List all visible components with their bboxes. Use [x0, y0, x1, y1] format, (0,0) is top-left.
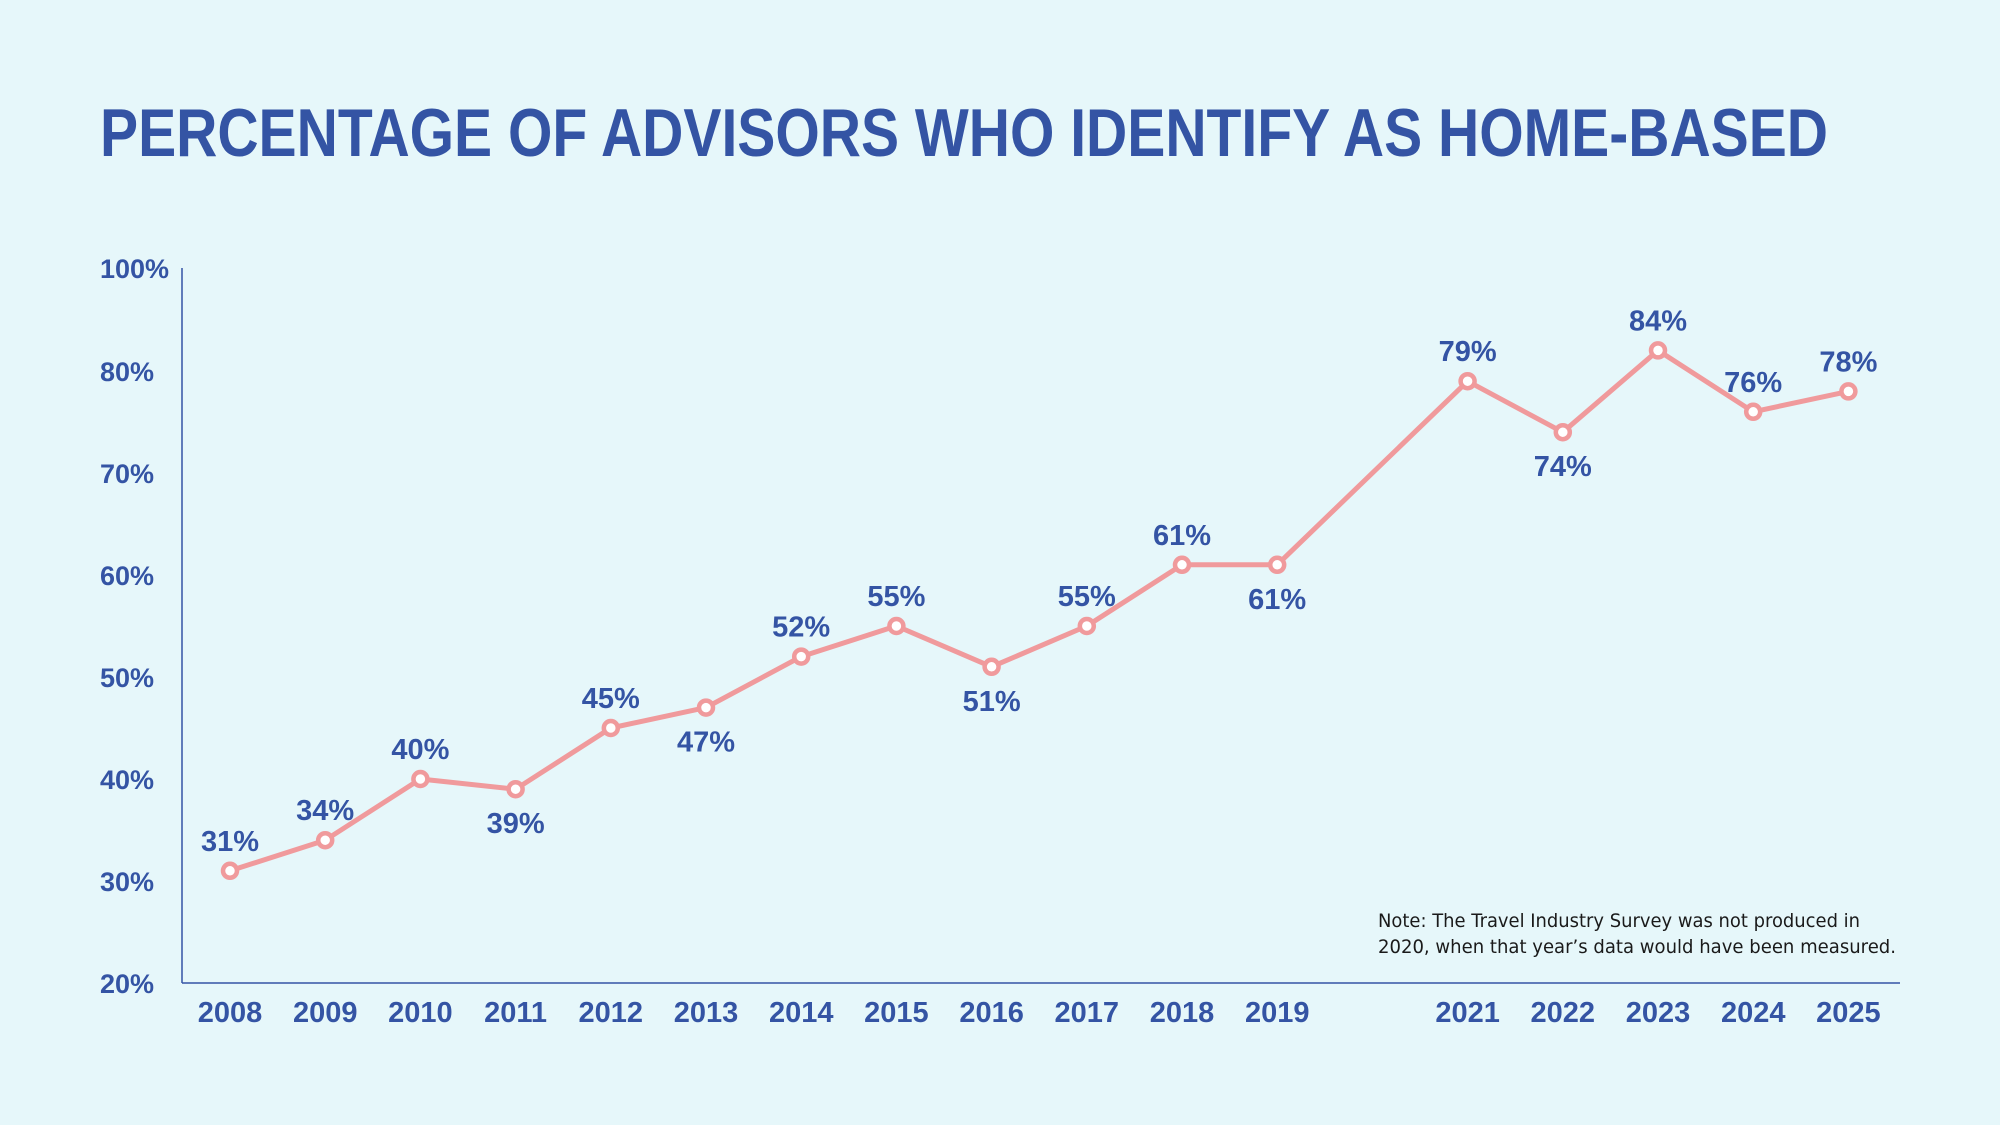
note-line-2: 2020, when that year’s data would have b…	[1378, 936, 1896, 958]
series-line	[220, 341, 1858, 881]
data-point	[982, 657, 1001, 677]
data-label: 61%	[1153, 520, 1211, 552]
data-point	[1743, 402, 1763, 422]
data-point	[791, 647, 811, 666]
data-label: 51%	[963, 686, 1021, 718]
y-tick-label: 60%	[100, 561, 154, 591]
data-point	[315, 830, 335, 850]
data-label: 31%	[201, 826, 259, 858]
x-tick-label: 2024	[1721, 997, 1786, 1029]
data-label: 39%	[487, 808, 545, 840]
x-tick-label: 2023	[1626, 997, 1691, 1029]
x-tick-label: 2017	[1055, 997, 1120, 1029]
data-point	[506, 779, 525, 799]
data-label: 79%	[1439, 336, 1497, 368]
data-label: 40%	[391, 734, 449, 766]
data-label: 74%	[1534, 451, 1592, 483]
data-point	[1077, 616, 1097, 636]
note-line-1: Note: The Travel Industry Survey was not…	[1378, 910, 1860, 932]
y-tick-label: 80%	[100, 357, 154, 387]
data-label: 45%	[582, 683, 640, 715]
x-tick-label: 2013	[674, 997, 739, 1029]
y-tick-label: 30%	[100, 867, 154, 897]
x-tick-label: 2012	[579, 997, 644, 1029]
data-point	[696, 698, 716, 717]
axes	[181, 268, 1900, 984]
y-tick-label: 20%	[100, 969, 154, 999]
x-tick-label: 2021	[1435, 997, 1500, 1029]
data-point	[1267, 555, 1287, 575]
data-point	[887, 616, 906, 636]
data-point	[1839, 382, 1858, 401]
data-point	[411, 769, 430, 789]
data-label: 78%	[1819, 346, 1877, 378]
data-label: 55%	[1058, 581, 1116, 613]
y-tick-label: 100%	[100, 254, 169, 284]
x-tick-label: 2022	[1531, 997, 1596, 1029]
x-tick-label: 2014	[769, 997, 834, 1029]
data-point	[1172, 555, 1192, 575]
data-labels: 31% 34% 40% 39% 45% 47% 52% 55% 51% 55% 61% 61% 79% 7…	[201, 305, 1878, 857]
x-tick-label: 2019	[1245, 997, 1310, 1029]
data-label: 47%	[677, 727, 735, 759]
data-point	[601, 718, 621, 738]
data-label: 84%	[1629, 305, 1687, 337]
data-label: 34%	[296, 795, 354, 827]
series-polyline	[227, 347, 1851, 874]
x-tick-label: 2008	[198, 997, 263, 1029]
y-tick-label: 40%	[100, 765, 154, 795]
data-label: 52%	[772, 612, 830, 644]
data-point	[1648, 341, 1668, 360]
y-axis-ticks: 20% 30% 40% 50% 60% 70% 80% 100%	[100, 254, 169, 999]
x-tick-label: 2016	[959, 997, 1024, 1029]
x-tick-label: 2025	[1816, 997, 1881, 1029]
y-tick-label: 50%	[100, 663, 154, 693]
data-label: 55%	[867, 581, 925, 613]
x-tick-label: 2009	[293, 997, 358, 1029]
data-point	[220, 861, 240, 881]
x-tick-label: 2011	[484, 997, 547, 1029]
x-tick-label: 2015	[864, 997, 929, 1029]
x-tick-label: 2010	[388, 997, 453, 1029]
x-tick-label: 2018	[1150, 997, 1215, 1029]
chart-note: Note: The Travel Industry Survey was not…	[1378, 910, 1896, 958]
data-point	[1458, 371, 1477, 391]
data-point	[1553, 422, 1573, 442]
data-label: 61%	[1248, 584, 1306, 616]
data-label: 76%	[1724, 367, 1782, 399]
x-axis-ticks: 2008 2009 2010 2011 2012 2013 2014 2015 2016 2017…	[198, 997, 1881, 1029]
y-tick-label: 70%	[100, 459, 154, 489]
chart-title: PERCENTAGE OF ADVISORS WHO IDENTIFY AS H…	[100, 95, 1828, 171]
